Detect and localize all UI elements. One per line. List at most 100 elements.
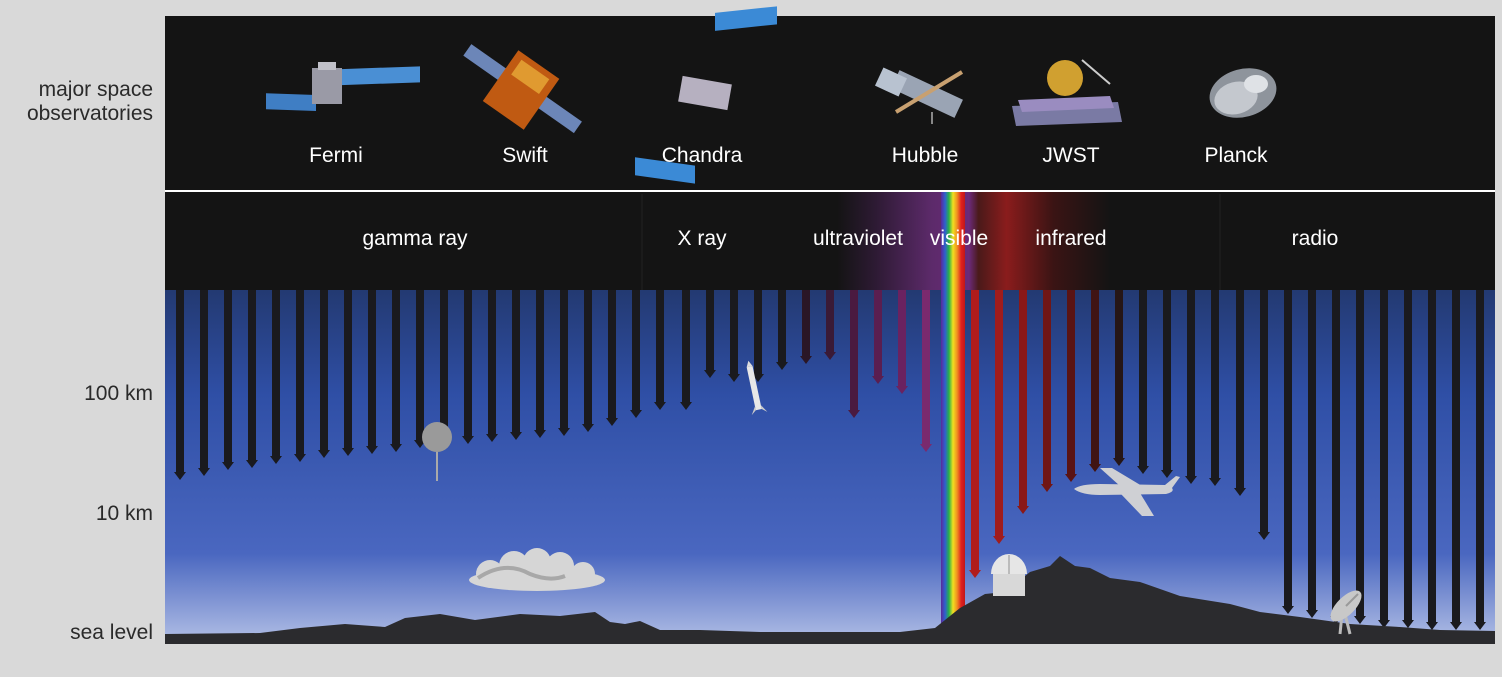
jwst-telescope-icon bbox=[1012, 59, 1122, 126]
arrow-head bbox=[969, 570, 981, 578]
arrow-shaft bbox=[874, 290, 882, 378]
planck-satellite-icon bbox=[1209, 68, 1277, 118]
arrow-head bbox=[606, 418, 618, 426]
hubble-telescope-icon bbox=[874, 67, 964, 124]
arrow-head bbox=[246, 460, 258, 468]
arrow-shaft bbox=[224, 290, 232, 464]
arrow-shaft bbox=[971, 290, 979, 572]
chandra-satellite-icon bbox=[635, 6, 777, 184]
visible-light-column bbox=[941, 192, 965, 624]
arrow-head bbox=[1402, 620, 1414, 628]
arrow-head bbox=[582, 424, 594, 432]
arrow-shaft bbox=[1452, 290, 1460, 624]
arrow-shaft bbox=[1380, 290, 1388, 622]
arrow-shaft bbox=[632, 290, 640, 412]
balloon-icon bbox=[422, 422, 452, 481]
observatory-dome-icon bbox=[991, 554, 1027, 596]
observatories-row-label: major space observatories bbox=[26, 78, 153, 125]
arrow-shaft bbox=[1043, 290, 1051, 486]
airplane-icon bbox=[1074, 468, 1180, 516]
sea-level-label: sea level bbox=[70, 621, 153, 644]
observatory-label-planck: Planck bbox=[1204, 144, 1268, 167]
arrow-head bbox=[1137, 466, 1149, 474]
penetration-arrows bbox=[174, 290, 1486, 630]
arrow-shaft bbox=[850, 290, 858, 412]
arrow-shaft bbox=[1067, 290, 1075, 476]
arrow-head bbox=[1041, 484, 1053, 492]
arrow-shaft bbox=[1284, 290, 1292, 608]
radio-dish-icon bbox=[1330, 590, 1362, 635]
band-label-radio: radio bbox=[1291, 227, 1339, 250]
arrow-shaft bbox=[682, 290, 690, 404]
arrow-head bbox=[1378, 620, 1390, 628]
arrow-head bbox=[993, 536, 1005, 544]
observatory-label-jwst: JWST bbox=[1042, 144, 1100, 167]
fermi-satellite-icon bbox=[266, 62, 420, 112]
arrow-head bbox=[318, 450, 330, 458]
band-label-gamma-ray: gamma ray bbox=[362, 227, 468, 250]
arrow-shaft bbox=[1163, 290, 1171, 472]
arrow-head bbox=[1185, 476, 1197, 484]
arrow-shaft bbox=[1332, 290, 1340, 618]
arrow-head bbox=[630, 410, 642, 418]
band-header-glow bbox=[640, 192, 1110, 290]
arrow-head bbox=[680, 402, 692, 410]
arrow-head bbox=[1306, 610, 1318, 618]
arrow-shaft bbox=[200, 290, 208, 470]
observatories-panel bbox=[165, 16, 1495, 190]
arrow-head bbox=[920, 444, 932, 452]
arrow-head bbox=[534, 430, 546, 438]
arrow-shaft bbox=[1211, 290, 1219, 480]
arrow-head bbox=[198, 468, 210, 476]
observatory-label-chandra: Chandra bbox=[661, 144, 743, 167]
arrow-head bbox=[1234, 488, 1246, 496]
cloud-icon bbox=[469, 548, 605, 591]
arrow-shaft bbox=[1404, 290, 1412, 622]
arrow-shaft bbox=[464, 290, 472, 438]
arrow-shaft bbox=[730, 290, 738, 376]
arrow-shaft bbox=[1187, 290, 1195, 478]
arrow-shaft bbox=[488, 290, 496, 436]
arrow-head bbox=[824, 352, 836, 360]
arrow-shaft bbox=[1260, 290, 1268, 534]
band-label-x-ray: X ray bbox=[677, 227, 727, 250]
arrow-head bbox=[1450, 622, 1462, 630]
arrow-head bbox=[654, 402, 666, 410]
band-label-visible: visible bbox=[929, 227, 989, 250]
arrow-shaft bbox=[1428, 290, 1436, 624]
arrow-shaft bbox=[392, 290, 400, 446]
arrow-shaft bbox=[778, 290, 786, 364]
arrow-head bbox=[800, 356, 812, 364]
arrow-shaft bbox=[1476, 290, 1484, 624]
band-label-ultraviolet: ultraviolet bbox=[813, 227, 903, 250]
arrow-head bbox=[558, 428, 570, 436]
arrow-head bbox=[1161, 470, 1173, 478]
arrow-shaft bbox=[440, 290, 448, 440]
arrow-head bbox=[1282, 606, 1294, 614]
arrow-shaft bbox=[1236, 290, 1244, 490]
arrow-shaft bbox=[416, 290, 424, 442]
arrow-shaft bbox=[898, 290, 906, 388]
arrow-shaft bbox=[754, 290, 762, 376]
arrow-head bbox=[510, 432, 522, 440]
arrow-head bbox=[848, 410, 860, 418]
arrow-shaft bbox=[320, 290, 328, 452]
arrow-shaft bbox=[922, 290, 930, 446]
arrow-head bbox=[486, 434, 498, 442]
arrow-head bbox=[1258, 532, 1270, 540]
arrow-shaft bbox=[344, 290, 352, 450]
arrow-head bbox=[896, 386, 908, 394]
arrow-head bbox=[174, 472, 186, 480]
arrow-head bbox=[270, 456, 282, 464]
arrow-shaft bbox=[584, 290, 592, 426]
arrow-shaft bbox=[1308, 290, 1316, 612]
arrow-head bbox=[1065, 474, 1077, 482]
arrow-shaft bbox=[1115, 290, 1123, 460]
arrow-head bbox=[1354, 616, 1366, 624]
arrow-shaft bbox=[1139, 290, 1147, 468]
arrow-shaft bbox=[296, 290, 304, 456]
arrow-shaft bbox=[368, 290, 376, 448]
arrow-shaft bbox=[802, 290, 810, 358]
arrow-head bbox=[728, 374, 740, 382]
